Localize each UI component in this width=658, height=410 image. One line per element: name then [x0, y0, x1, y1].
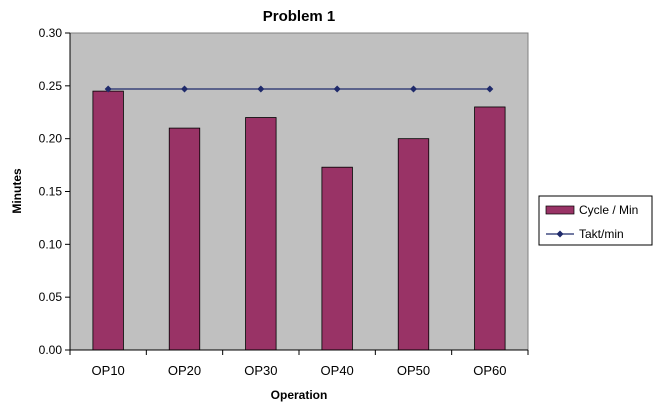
legend-label-takt: Takt/min: [579, 227, 624, 241]
y-tick-label: 0.25: [39, 79, 63, 93]
y-tick-label: 0.30: [39, 26, 63, 40]
plot-area: [69, 32, 529, 351]
y-axis-label: Minutes: [10, 168, 24, 214]
legend-bar-swatch: [545, 205, 575, 215]
x-tick-label-op30: OP30: [244, 363, 277, 378]
takt-marker-op20: [181, 85, 188, 93]
x-tick-label-op40: OP40: [321, 363, 354, 378]
bar-op50: [397, 138, 430, 351]
bar-group: [92, 90, 506, 351]
y-axis: 0.00 0.05 0.10 0.15 0.20 0.25 0.30: [39, 26, 71, 357]
bar-op30: [245, 117, 277, 351]
takt-marker-op10: [104, 85, 112, 93]
y-tick-label: 0.00: [39, 343, 63, 357]
takt-line-group: [104, 85, 494, 93]
legend-box: [538, 195, 653, 246]
bar-op20: [168, 127, 201, 351]
bar-op40: [321, 166, 353, 351]
x-tick-label-op20: OP20: [168, 363, 201, 378]
takt-marker-op40: [333, 85, 341, 93]
x-axis-label: Operation: [271, 388, 328, 402]
y-tick-label: 0.05: [39, 290, 63, 304]
bar-op60: [474, 106, 506, 351]
takt-marker-op30: [257, 85, 265, 93]
chart-title: Problem 1: [263, 8, 336, 25]
takt-marker-op50: [410, 85, 417, 93]
x-tick-label-op60: OP60: [473, 363, 506, 378]
bar-op10: [92, 90, 124, 351]
y-tick-label: 0.10: [39, 237, 63, 251]
x-tick-label-op10: OP10: [92, 363, 125, 378]
takt-marker-op60: [486, 85, 494, 93]
y-tick-label: 0.15: [39, 185, 63, 199]
legend: Cycle / Min Takt/min: [538, 195, 653, 246]
x-axis: OP10 OP20 OP30 OP40 OP50 OP60: [69, 349, 529, 378]
x-tick-label-op50: OP50: [397, 363, 430, 378]
legend-diamond-marker: [556, 230, 564, 238]
y-tick-label: 0.20: [39, 132, 63, 146]
legend-label-cycle: Cycle / Min: [579, 203, 638, 217]
